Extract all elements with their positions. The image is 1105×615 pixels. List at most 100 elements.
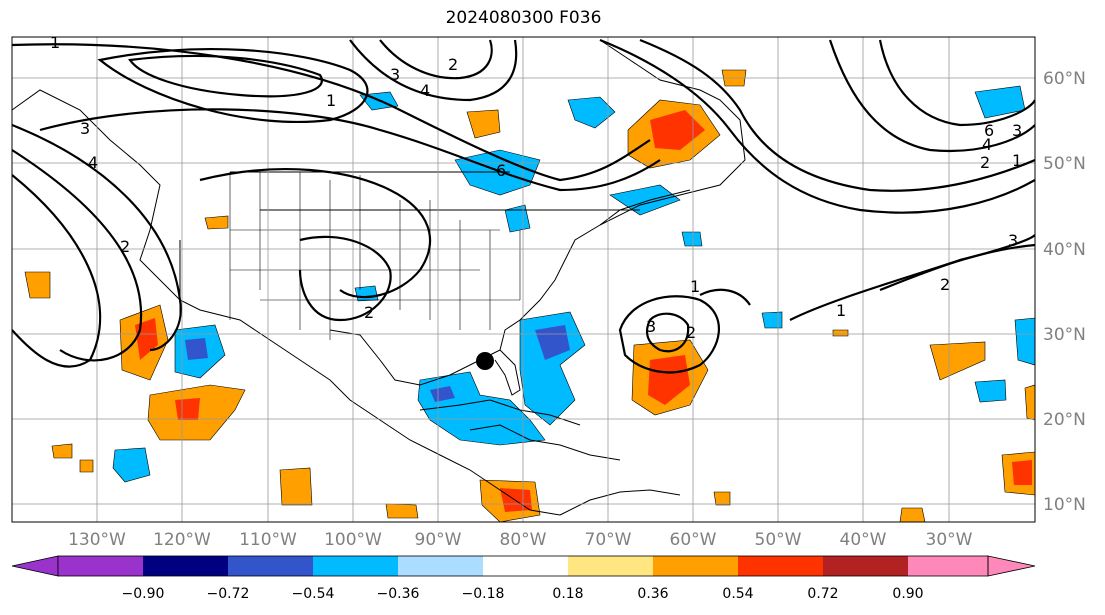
- colorbar-bin: [398, 556, 483, 576]
- colorbar-tick: 0.54: [722, 586, 753, 602]
- contour-label: 4: [982, 135, 992, 154]
- map-frame: [11, 36, 1036, 523]
- shaded-regions: [24, 69, 1035, 522]
- contour-label: 3: [1008, 231, 1018, 250]
- colorbar-tick: −0.90: [122, 586, 165, 602]
- cyan-region: [974, 379, 1007, 403]
- contour-label: 4: [88, 153, 98, 172]
- lat-label: 30°N: [1043, 325, 1086, 345]
- orange-region: [385, 503, 419, 519]
- contour-label: 1: [50, 33, 60, 52]
- colorbar-bin: [738, 556, 823, 576]
- lon-label: 70°W: [585, 530, 632, 550]
- gridlines: [12, 37, 1035, 522]
- colorbar-bin: [143, 556, 228, 576]
- cyan-region: [112, 447, 151, 483]
- coastlines: [12, 39, 746, 516]
- orange-region: [79, 459, 94, 473]
- contour-label: 1: [326, 91, 336, 110]
- lat-label: 50°N: [1043, 154, 1086, 174]
- colorbar-bin: [653, 556, 738, 576]
- red-region: [650, 110, 705, 150]
- cyan-region: [567, 96, 616, 129]
- lon-label: 120°W: [153, 530, 211, 550]
- colorbar-tick: 0.18: [552, 586, 583, 602]
- contour-label: 2: [364, 303, 374, 322]
- lon-label: 30°W: [926, 530, 973, 550]
- cyan-region: [519, 311, 586, 426]
- lat-label: 10°N: [1043, 495, 1086, 515]
- colorbar-bin: [823, 556, 908, 576]
- red-region: [175, 398, 200, 420]
- colorbar-bin: [568, 556, 653, 576]
- contour-label: 3: [1012, 121, 1022, 140]
- colorbar-tick: 0.36: [637, 586, 668, 602]
- contour-lines: [12, 38, 1035, 374]
- orange-region: [899, 507, 926, 522]
- cyan-region: [504, 204, 531, 233]
- colorbar-tick: −0.18: [462, 586, 505, 602]
- colorbar-tick: 0.90: [892, 586, 923, 602]
- contour-label: 6: [496, 161, 506, 180]
- contour-label: 3: [80, 119, 90, 138]
- lat-label: 60°N: [1043, 69, 1086, 89]
- colorbar-bin: [228, 556, 313, 576]
- contour-label: 4: [420, 81, 430, 100]
- orange-region: [713, 491, 731, 506]
- colorbar-bin: [58, 556, 143, 576]
- colorbar-tick: 0.72: [807, 586, 838, 602]
- contour-label: 1: [836, 301, 846, 320]
- colorbar-bin: [483, 556, 568, 576]
- cyan-region: [681, 231, 703, 247]
- colorbar-frame: [57, 555, 989, 577]
- colorbar-tick: −0.36: [377, 586, 420, 602]
- lon-label: 60°W: [670, 530, 717, 550]
- lon-label: 90°W: [415, 530, 462, 550]
- colorbar-tick: −0.72: [207, 586, 250, 602]
- orange-region: [279, 467, 313, 506]
- orange-region: [929, 341, 986, 381]
- red-region: [1012, 460, 1032, 485]
- lat-label: 40°N: [1043, 240, 1086, 260]
- lon-label: 80°W: [500, 530, 547, 550]
- orange-region: [832, 329, 849, 337]
- contour-label: 2: [980, 153, 990, 172]
- contour-label: 2: [448, 55, 458, 74]
- cyan-region: [354, 285, 379, 302]
- colorbar-low-extend: [11, 555, 59, 577]
- contour-label-group: 1 2 3 4 6 1 2 3 4 2 1 1 2 3 2 1 3 2 3 4 …: [50, 33, 1022, 342]
- orange-region: [466, 109, 501, 139]
- longitude-labels: 130°W 120°W 110°W 100°W 90°W 80°W 70°W 6…: [68, 530, 973, 550]
- cyan-region: [609, 184, 681, 216]
- orange-region: [1024, 384, 1035, 421]
- contour-label: 2: [940, 275, 950, 294]
- colorbar-tick: −0.54: [292, 586, 335, 602]
- orange-region: [204, 215, 229, 230]
- contour-label: 3: [390, 65, 400, 84]
- contour-label: 2: [120, 237, 130, 256]
- lon-label: 110°W: [239, 530, 297, 550]
- lon-label: 130°W: [68, 530, 126, 550]
- storm-center-marker: [476, 352, 494, 370]
- lon-label: 50°W: [755, 530, 802, 550]
- blue-region: [185, 338, 208, 360]
- red-region: [648, 355, 690, 405]
- lat-label: 20°N: [1043, 410, 1086, 430]
- map-title: 2024080300 F036: [445, 8, 602, 28]
- contour-label: 6: [984, 121, 994, 140]
- contour-label: 1: [1012, 151, 1022, 170]
- colorbar-bin: [313, 556, 398, 576]
- cyan-region: [1014, 317, 1035, 366]
- contour-label: 1: [690, 277, 700, 296]
- latitude-labels: 60°N 50°N 40°N 30°N 20°N 10°N: [1043, 69, 1086, 515]
- contour-label: 3: [646, 317, 656, 336]
- orange-region: [24, 271, 51, 299]
- lon-label: 40°W: [840, 530, 887, 550]
- colorbar-high-extend: [987, 555, 1036, 577]
- cyan-region: [761, 311, 783, 329]
- orange-region: [51, 443, 73, 459]
- colorbar-bin: [908, 556, 988, 576]
- contour-label: 2: [686, 323, 696, 342]
- lon-label: 100°W: [324, 530, 382, 550]
